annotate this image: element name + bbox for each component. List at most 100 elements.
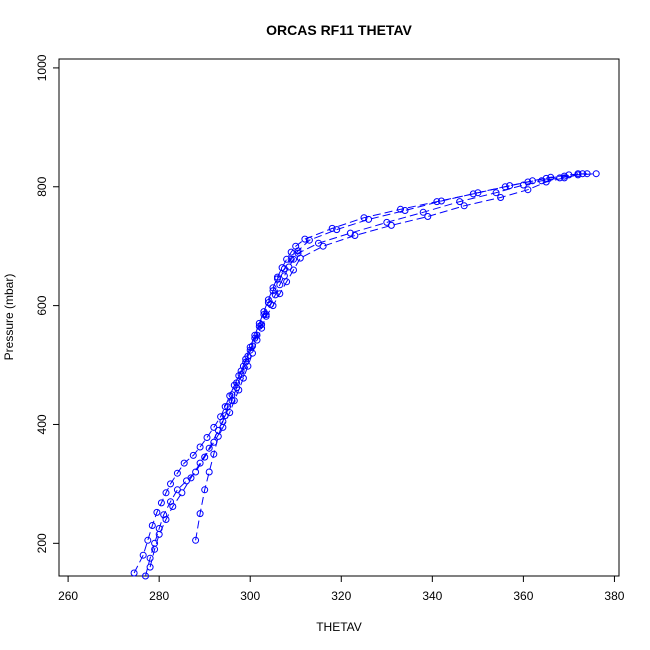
data-point <box>246 346 254 354</box>
data-point <box>560 172 568 180</box>
data-point <box>178 489 186 497</box>
data-point <box>264 296 272 304</box>
data-point <box>287 248 295 256</box>
data-point <box>242 355 250 363</box>
series-line <box>195 173 579 541</box>
data-point <box>189 451 197 459</box>
data-point <box>469 190 477 198</box>
data-point <box>242 358 250 366</box>
series-line <box>149 173 588 568</box>
data-point <box>556 174 564 182</box>
data-point <box>283 255 291 263</box>
y-tick-label: 800 <box>35 176 49 196</box>
data-point <box>333 226 341 234</box>
data-point <box>278 264 286 272</box>
data-point <box>201 453 209 461</box>
data-point <box>192 536 200 544</box>
data-point <box>239 374 247 382</box>
y-tick-label: 600 <box>35 295 49 315</box>
data-point <box>397 205 404 213</box>
data-point <box>255 319 263 327</box>
data-point <box>169 503 177 510</box>
data-point <box>187 474 195 482</box>
data-point <box>276 290 284 298</box>
x-axis-label: THETAV <box>316 620 362 634</box>
data-point <box>283 278 291 286</box>
x-tick-label: 320 <box>331 589 351 603</box>
data-point <box>269 284 277 292</box>
data-point <box>360 214 368 222</box>
data-point <box>167 480 174 488</box>
x-axis: 260 280 300 320 340 360 380 <box>58 576 625 603</box>
data-point <box>180 459 188 467</box>
x-tick-label: 360 <box>513 589 533 603</box>
data-point <box>328 224 336 232</box>
data-point <box>280 272 288 280</box>
y-axis: 200 400 600 800 1000 <box>35 54 59 553</box>
data-point <box>271 291 279 299</box>
data-point <box>221 412 229 420</box>
data-point <box>524 186 532 194</box>
data-point <box>290 266 297 274</box>
data-point <box>319 242 327 250</box>
data-point <box>351 232 359 239</box>
data-point <box>244 362 252 370</box>
y-axis-label: Pressure (mbar) <box>2 274 16 361</box>
data-point <box>492 189 500 197</box>
data-point <box>424 213 432 220</box>
data-point <box>251 334 259 342</box>
data-point <box>139 551 147 559</box>
y-tick-label: 400 <box>35 414 49 434</box>
data-point <box>151 545 159 553</box>
y-tick-label: 1000 <box>35 54 49 81</box>
chart-title: ORCAS RF11 THETAV <box>266 22 412 38</box>
data-point <box>196 459 204 467</box>
data-point <box>574 170 582 178</box>
data-point <box>196 510 204 518</box>
data-point <box>230 397 238 405</box>
data-point <box>419 208 427 216</box>
data-point <box>233 384 241 392</box>
data-point <box>237 367 245 375</box>
data-point <box>501 183 509 191</box>
data-point <box>173 469 181 477</box>
data-point <box>276 281 284 289</box>
data-point <box>153 508 161 516</box>
data-point <box>162 489 170 497</box>
data-point <box>290 255 297 263</box>
plot-frame <box>58 58 620 577</box>
data-point <box>542 178 550 186</box>
data-point <box>292 242 300 250</box>
data-point <box>401 207 409 214</box>
data-point <box>287 255 295 263</box>
data-point <box>296 254 304 262</box>
data-point <box>506 182 514 190</box>
series-line <box>145 173 583 577</box>
series-line <box>133 173 597 574</box>
x-tick-label: 260 <box>58 589 78 603</box>
data-point <box>221 403 229 411</box>
x-tick-label: 280 <box>149 589 169 603</box>
data-point <box>224 403 231 411</box>
data-point <box>524 178 532 186</box>
series-layer <box>130 170 600 580</box>
data-point <box>233 379 241 387</box>
data-point <box>214 432 222 440</box>
data-point <box>456 198 464 206</box>
data-point <box>255 322 263 330</box>
y-tick-label: 200 <box>35 533 49 553</box>
data-point <box>146 554 154 562</box>
data-point <box>142 572 149 580</box>
data-point <box>565 171 573 179</box>
data-point <box>205 468 213 476</box>
data-point <box>387 221 395 229</box>
data-point <box>433 198 441 206</box>
data-point <box>155 530 163 538</box>
data-point <box>260 311 268 318</box>
data-point <box>192 468 200 476</box>
data-point <box>130 569 138 577</box>
data-point <box>201 486 209 494</box>
data-point <box>146 563 154 571</box>
data-point <box>210 450 218 458</box>
